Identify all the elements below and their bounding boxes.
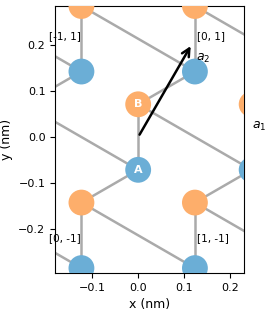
Circle shape — [182, 255, 208, 281]
Text: [-1, 1]: [-1, 1] — [48, 31, 81, 42]
Circle shape — [125, 288, 151, 314]
Circle shape — [69, 190, 94, 216]
Text: A: A — [134, 165, 143, 175]
Circle shape — [239, 157, 264, 183]
Text: B: B — [134, 99, 142, 109]
Circle shape — [125, 157, 151, 183]
Text: [0, -1]: [0, -1] — [49, 233, 81, 243]
Text: [1, -1]: [1, -1] — [197, 233, 229, 243]
Circle shape — [182, 59, 208, 84]
X-axis label: x (nm): x (nm) — [129, 298, 170, 311]
Circle shape — [69, 59, 94, 84]
Circle shape — [182, 190, 208, 216]
Circle shape — [239, 288, 264, 314]
Y-axis label: y (nm): y (nm) — [0, 119, 13, 160]
Circle shape — [69, 255, 94, 281]
Circle shape — [182, 0, 208, 19]
Text: [0, 1]: [0, 1] — [197, 31, 225, 42]
Text: $a_2$: $a_2$ — [196, 52, 210, 65]
Circle shape — [125, 91, 151, 117]
Text: $a_1$: $a_1$ — [251, 120, 265, 133]
Circle shape — [69, 0, 94, 19]
Circle shape — [239, 91, 264, 117]
